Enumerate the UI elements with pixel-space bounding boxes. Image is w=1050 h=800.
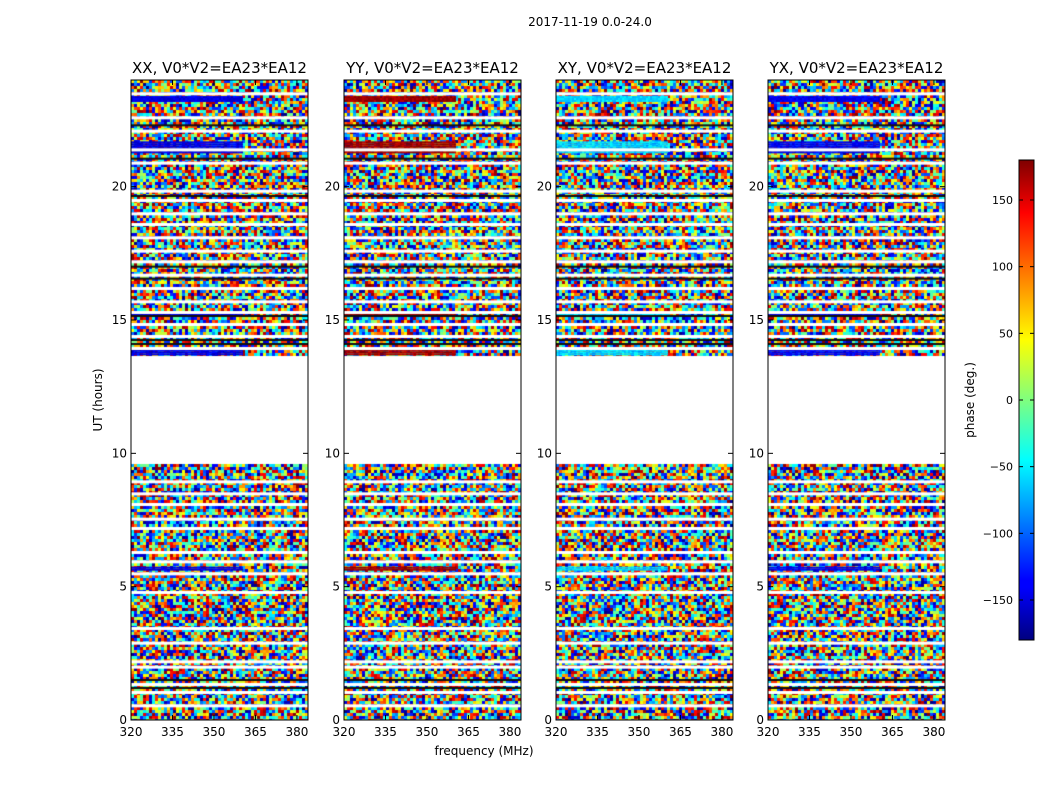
heatmap-image-3	[768, 80, 945, 720]
x-tick-label: 320	[757, 725, 780, 739]
y-tick-label: 0	[756, 713, 764, 727]
heatmap-image-2	[556, 80, 733, 720]
x-tick-label: 350	[416, 725, 439, 739]
x-tick-label: 335	[161, 725, 184, 739]
heatmap-image-1	[344, 80, 521, 720]
panel-frame	[343, 79, 522, 721]
panel-frame	[555, 79, 734, 721]
x-tick-label: 365	[244, 725, 267, 739]
x-tick-label: 320	[333, 725, 356, 739]
y-tick-label: 15	[537, 313, 552, 327]
colorbar-tick-label: 50	[999, 327, 1013, 340]
panel-title: XY, V0*V2=EA23*EA12	[558, 59, 732, 77]
y-tick-label: 5	[119, 580, 127, 594]
panel-2: XY, V0*V2=EA23*EA12 320 335 350 365 380 0 5 10 15…	[537, 59, 734, 739]
colorbar-tick-label: 100	[992, 261, 1013, 274]
y-tick-label: 0	[544, 713, 552, 727]
panel-3: YX, V0*V2=EA23*EA12 320 335 350 365 380 0 5 10 15…	[749, 59, 946, 739]
x-tick-label: 365	[457, 725, 480, 739]
colorbar-ticks: −150 −100 −50 0 50 100 150	[983, 194, 1034, 607]
y-tick-label: 10	[749, 446, 764, 460]
heatmap-image-0	[131, 80, 308, 720]
panel-title: YX, V0*V2=EA23*EA12	[769, 59, 944, 77]
colorbar-tick-label: −100	[983, 527, 1013, 540]
y-tick-label: 15	[749, 313, 764, 327]
y-tick-label: 10	[112, 446, 127, 460]
colorbar-tick-label: −150	[983, 594, 1013, 607]
panel-1: YY, V0*V2=EA23*EA12 320 335 350 365 380 0 5 10 15…	[325, 59, 522, 739]
y-tick-label: 15	[325, 313, 340, 327]
y-axis-label: UT (hours)	[91, 368, 105, 431]
x-tick-label: 380	[710, 725, 733, 739]
x-tick-label: 380	[285, 725, 308, 739]
x-tick-label: 365	[881, 725, 904, 739]
y-tick-label: 20	[112, 180, 127, 194]
x-tick-label: 380	[498, 725, 521, 739]
y-tick-label: 15	[112, 313, 127, 327]
colorbar-label: phase (deg.)	[963, 362, 977, 438]
colorbar-tick-label: 0	[1006, 394, 1013, 407]
x-tick-label: 350	[628, 725, 651, 739]
y-tick-label: 5	[544, 580, 552, 594]
colorbar-tick-label: 150	[992, 194, 1013, 207]
x-tick-label: 320	[545, 725, 568, 739]
y-tick-label: 20	[537, 180, 552, 194]
x-tick-label: 320	[120, 725, 143, 739]
panel-frame	[130, 79, 309, 721]
x-tick-label: 350	[203, 725, 226, 739]
y-tick-label: 0	[332, 713, 340, 727]
colorbar-tick-label: −50	[990, 461, 1013, 474]
y-tick-label: 10	[325, 446, 340, 460]
y-tick-label: 5	[332, 580, 340, 594]
x-tick-label: 335	[586, 725, 609, 739]
y-tick-label: 10	[537, 446, 552, 460]
y-tick-label: 20	[749, 180, 764, 194]
y-tick-label: 5	[756, 580, 764, 594]
panel-title: XX, V0*V2=EA23*EA12	[132, 59, 307, 77]
x-tick-label: 335	[798, 725, 821, 739]
panel-0: XX, V0*V2=EA23*EA12 320 335 350 365 380 0 5 10 15…	[112, 59, 309, 739]
panel-title: YY, V0*V2=EA23*EA12	[345, 59, 519, 77]
figure-title: 2017-11-19 0.0-24.0	[528, 15, 652, 29]
panel-frame	[767, 79, 946, 721]
y-tick-label: 0	[119, 713, 127, 727]
colorbar: −150 −100 −50 0 50 100 150 phase (deg.)	[963, 159, 1035, 641]
x-tick-label: 335	[374, 725, 397, 739]
x-tick-label: 365	[669, 725, 692, 739]
x-tick-label: 350	[840, 725, 863, 739]
panels: XX, V0*V2=EA23*EA12 320 335 350 365 380 0 5 10 15…	[112, 59, 946, 739]
x-axis-label: frequency (MHz)	[434, 744, 533, 758]
y-tick-label: 20	[325, 180, 340, 194]
x-tick-label: 380	[922, 725, 945, 739]
